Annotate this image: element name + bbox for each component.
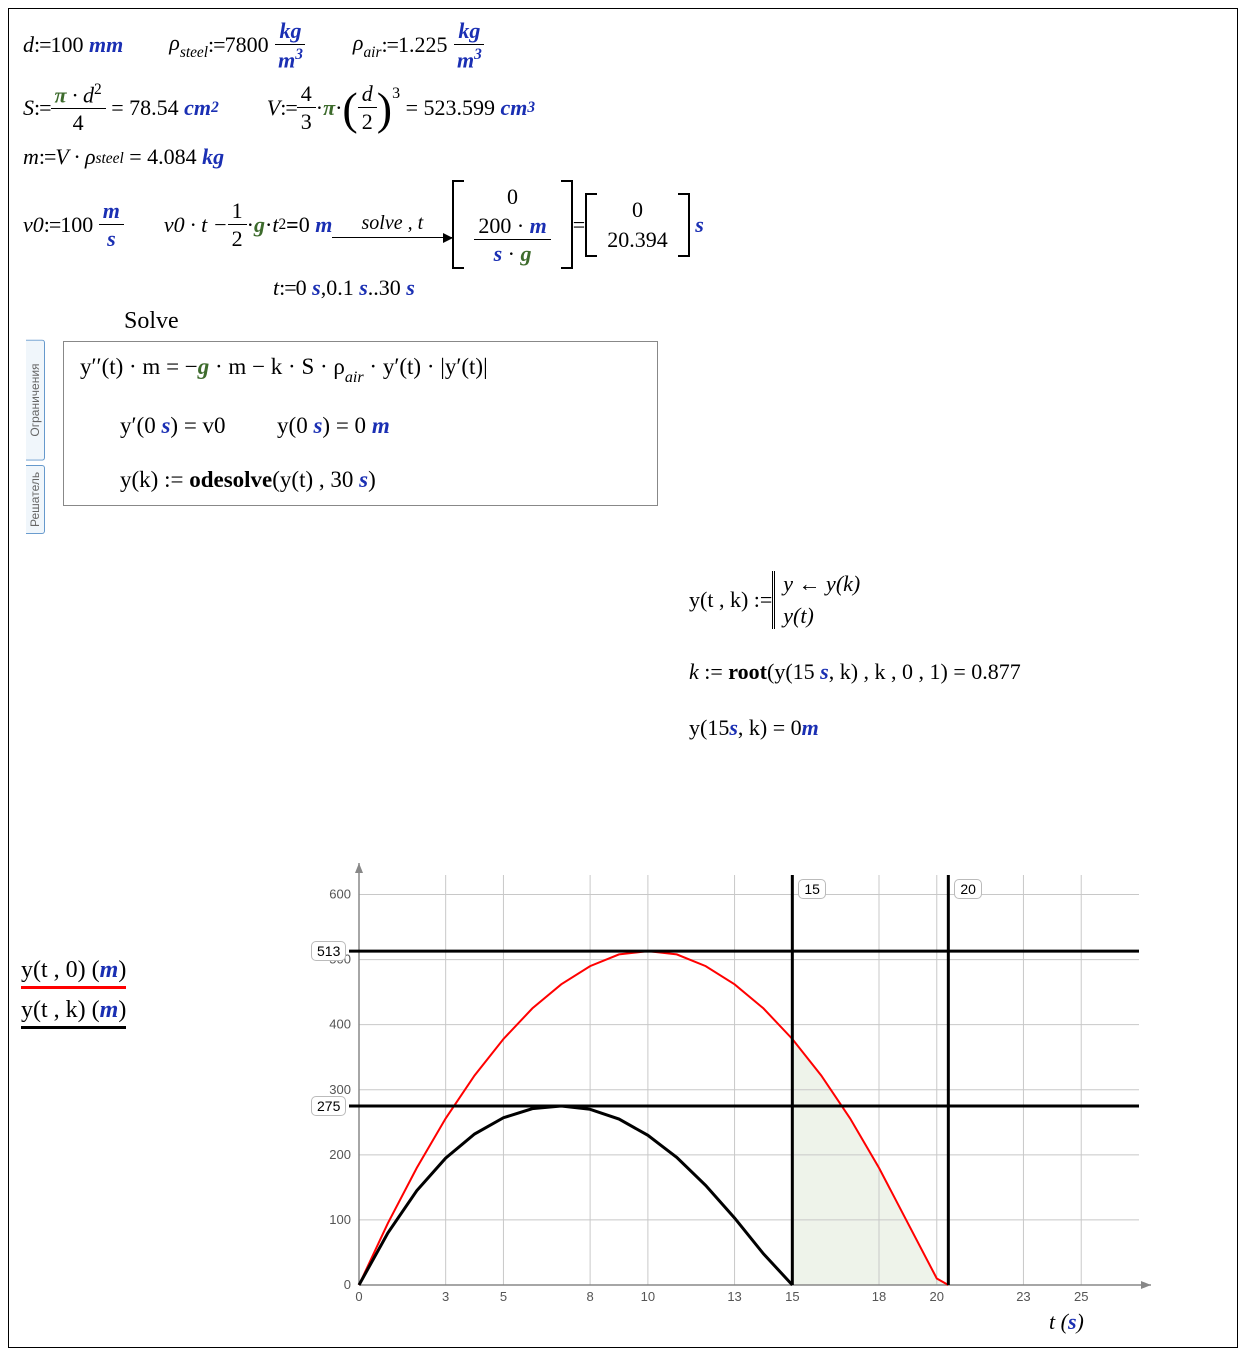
- worksheet-frame: d := 100 mm ρsteel := 7800 kgm3 ρair := …: [8, 8, 1238, 1348]
- result-symbolic: 0 200 · m s · g: [452, 180, 572, 269]
- def-rho-air: ρair := 1.225 kgm3: [353, 19, 486, 72]
- svg-text:25: 25: [1074, 1289, 1088, 1304]
- xy-chart: 0358101315182023250100200300400500600 51…: [289, 857, 1179, 1327]
- solve-arrow: solve , t: [332, 212, 452, 238]
- def-m: m := V · ρsteel = 4.084 kg: [23, 144, 1223, 170]
- svg-text:20: 20: [930, 1289, 944, 1304]
- x-axis-label: t (s): [1049, 1309, 1084, 1335]
- legend-series-1: y(t , 0) (m): [21, 957, 126, 989]
- svg-text:5: 5: [500, 1289, 507, 1304]
- t-range: t := 0 s, 0.1 s.. 30 s: [273, 275, 1223, 301]
- tab-constraints[interactable]: Ограничения: [26, 340, 45, 461]
- svg-text:300: 300: [329, 1082, 351, 1097]
- chart-svg: 0358101315182023250100200300400500600: [289, 857, 1179, 1327]
- y-tk-definition: y(t , k) := y ← y(k) y(t): [689, 571, 1021, 629]
- defs-row-4: v0 := 100 ms v0 · t − 12 · g · t2 = 0 m …: [23, 180, 1223, 269]
- initial-conditions: y′(0 s) = v0 y(0 s) = 0 m: [120, 413, 641, 439]
- svg-text:13: 13: [727, 1289, 741, 1304]
- solve-side-tabs: Ограничения Решатель: [26, 340, 60, 507]
- svg-text:15: 15: [785, 1289, 799, 1304]
- svg-text:18: 18: [872, 1289, 886, 1304]
- solve-block: Solve Ограничения Решатель y′′(t) · m = …: [63, 341, 658, 506]
- legend-series-2: y(t , k) (m): [21, 997, 126, 1029]
- svg-text:400: 400: [329, 1017, 351, 1032]
- k-root: kk := := root(y(15 s, k) , k , 0 , 1) = …: [689, 659, 1021, 685]
- svg-text:23: 23: [1016, 1289, 1030, 1304]
- svg-text:0: 0: [355, 1289, 362, 1304]
- result-numeric: 0 20.394: [585, 193, 690, 257]
- def-V: V := 43 · π · (d2)3 = 523.599 cm3: [267, 82, 535, 133]
- svg-text:100: 100: [329, 1212, 351, 1227]
- svg-text:10: 10: [641, 1289, 655, 1304]
- def-v0: v0 := 100 ms: [23, 199, 124, 250]
- svg-text:3: 3: [442, 1289, 449, 1304]
- ode-equation: y′′(t) · m = −g · m − k · S · ρair · y′(…: [80, 354, 641, 385]
- defs-row-1: d := 100 mm ρsteel := 7800 kgm3 ρair := …: [23, 19, 1223, 72]
- svg-text:0: 0: [344, 1277, 351, 1292]
- def-d: d := 100 mm: [23, 32, 123, 58]
- solve-block-wrapper: Solve Ограничения Решатель y′′(t) · m = …: [63, 341, 1223, 506]
- y-check: y(15 s, k) = 0 m: [689, 715, 1021, 741]
- solve-title: Solve: [124, 308, 179, 335]
- svg-text:8: 8: [586, 1289, 593, 1304]
- odesolve-call: y(k) := odesolve(y(t) , 30 s): [120, 467, 641, 493]
- def-S: S := π · d2 4 = 78.54 cm2: [23, 82, 219, 135]
- solve-eqn: v0 · t − 12 · g · t2 = 0 m solve , t 0 2…: [164, 180, 704, 269]
- svg-text:200: 200: [329, 1147, 351, 1162]
- def-rho-steel: ρsteel := 7800 kgm3: [169, 19, 307, 72]
- tab-solver[interactable]: Решатель: [26, 465, 45, 534]
- right-equations: y(t , k) := y ← y(k) y(t) kk := := root(…: [689, 571, 1021, 771]
- chart-legend: y(t , 0) (m) y(t , k) (m): [21, 957, 126, 1037]
- svg-text:600: 600: [329, 887, 351, 902]
- defs-row-2: S := π · d2 4 = 78.54 cm2 V := 43 · π · …: [23, 82, 1223, 135]
